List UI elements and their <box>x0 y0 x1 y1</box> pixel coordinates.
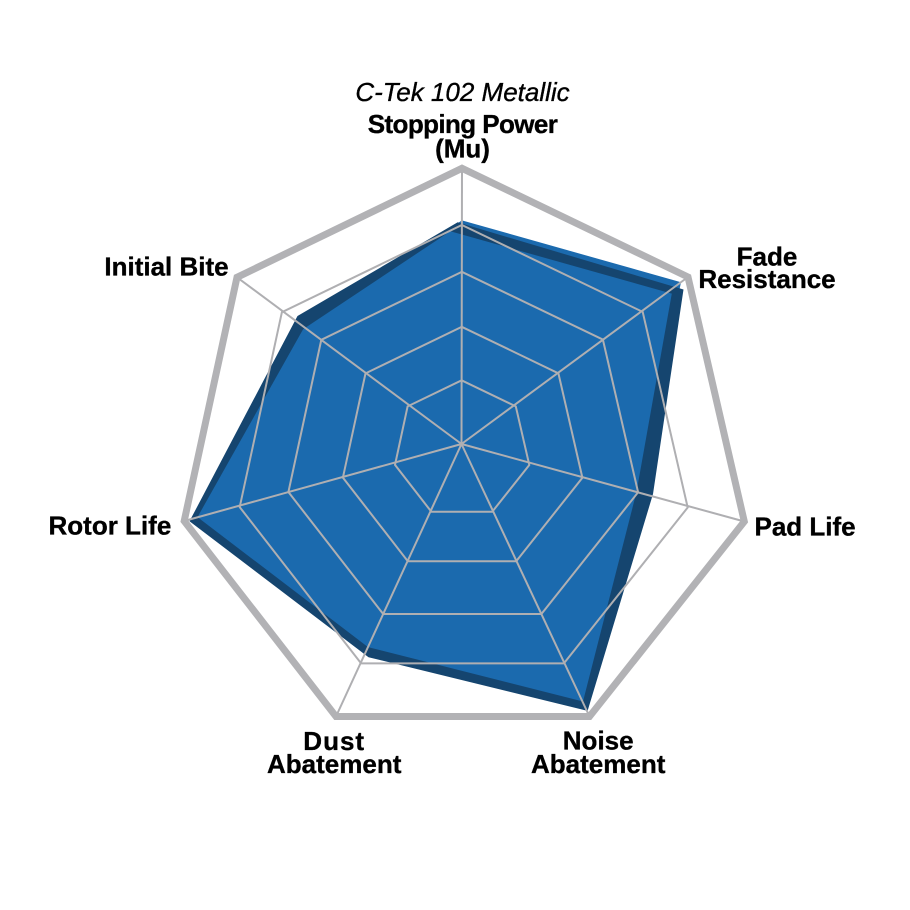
svg-text:Fade: Fade <box>737 241 798 271</box>
svg-text:Noise: Noise <box>563 726 634 756</box>
svg-text:Dust: Dust <box>303 726 365 756</box>
svg-text:C-Tek 102 Metallic: C-Tek 102 Metallic <box>355 77 569 107</box>
svg-text:Abatement: Abatement <box>531 749 666 779</box>
svg-text:Abatement: Abatement <box>267 749 402 779</box>
svg-text:Rotor Life: Rotor Life <box>49 511 172 541</box>
svg-text:Stopping Power: Stopping Power <box>368 109 558 139</box>
svg-text:(Mu): (Mu) <box>435 134 490 164</box>
svg-text:Pad Life: Pad Life <box>755 511 856 541</box>
svg-text:Resistance: Resistance <box>698 264 835 294</box>
svg-text:Initial Bite: Initial Bite <box>104 252 228 282</box>
